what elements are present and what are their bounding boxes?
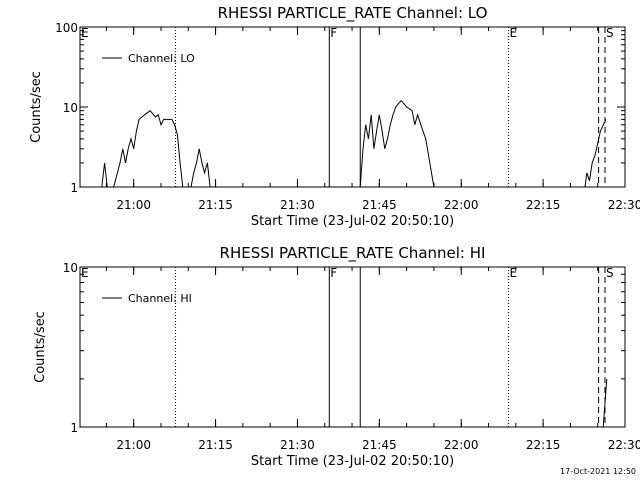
event-marker-label: F (330, 26, 337, 40)
series-line (113, 110, 184, 188)
x-tick-label: 22:00 (444, 198, 479, 212)
plot-frame (79, 26, 626, 188)
series-line (584, 119, 607, 188)
y-tick-label: 100 (55, 21, 78, 35)
panel-hi: RHESSI PARTICLE_RATE Channel: HI 21:00 21:… (33, 244, 640, 469)
x-tick-label: 22:30 (608, 198, 640, 212)
x-tick-label: 21:00 (116, 198, 151, 212)
x-tick-label: 21:15 (198, 438, 233, 452)
plot-frame (79, 266, 626, 428)
x-tick-label: 21:30 (280, 438, 315, 452)
event-marker-label: F (330, 266, 337, 280)
event-marker-label: E (81, 26, 89, 40)
y-tick-label: 10 (63, 261, 78, 275)
x-tick-label: 21:15 (198, 198, 233, 212)
series-line (101, 162, 108, 188)
x-tick-label: 21:45 (362, 198, 397, 212)
chart-title: RHESSI PARTICLE_RATE Channel: LO (218, 4, 488, 23)
plot-timestamp: 17-Oct-2021 12:50 (560, 467, 636, 476)
x-tick-label: 22:30 (608, 438, 640, 452)
x-tick-label: 21:45 (362, 438, 397, 452)
event-marker-label: S (606, 26, 614, 40)
series-line (190, 148, 211, 188)
series-line (602, 378, 608, 428)
series-line (359, 99, 435, 188)
event-marker-label: E (510, 266, 518, 280)
x-tick-label: 21:30 (280, 198, 315, 212)
y-tick-label: 1 (70, 421, 78, 435)
legend-label: Channel: HI (128, 292, 192, 305)
x-tick-label: 22:15 (526, 438, 561, 452)
x-tick-label: 22:15 (526, 198, 561, 212)
event-marker-label: S (606, 266, 614, 280)
x-axis-label: Start Time (23-Jul-02 20:50:10) (251, 214, 454, 229)
y-tick-label: 1 (70, 181, 78, 195)
y-axis-label: Counts/sec (33, 311, 48, 383)
y-axis-label: Counts/sec (29, 71, 44, 143)
event-marker-label: E (510, 26, 518, 40)
panel-lo: RHESSI PARTICLE_RATE Channel: LO 21:00 21:… (29, 4, 640, 229)
x-tick-label: 22:00 (444, 438, 479, 452)
y-tick-label: 10 (63, 101, 78, 115)
event-marker-label: E (81, 266, 89, 280)
chart-title: RHESSI PARTICLE_RATE Channel: HI (220, 244, 486, 263)
legend-label: Channel: LO (128, 52, 195, 65)
x-axis-label: Start Time (23-Jul-02 20:50:10) (251, 454, 454, 469)
x-tick-label: 21:00 (116, 438, 151, 452)
